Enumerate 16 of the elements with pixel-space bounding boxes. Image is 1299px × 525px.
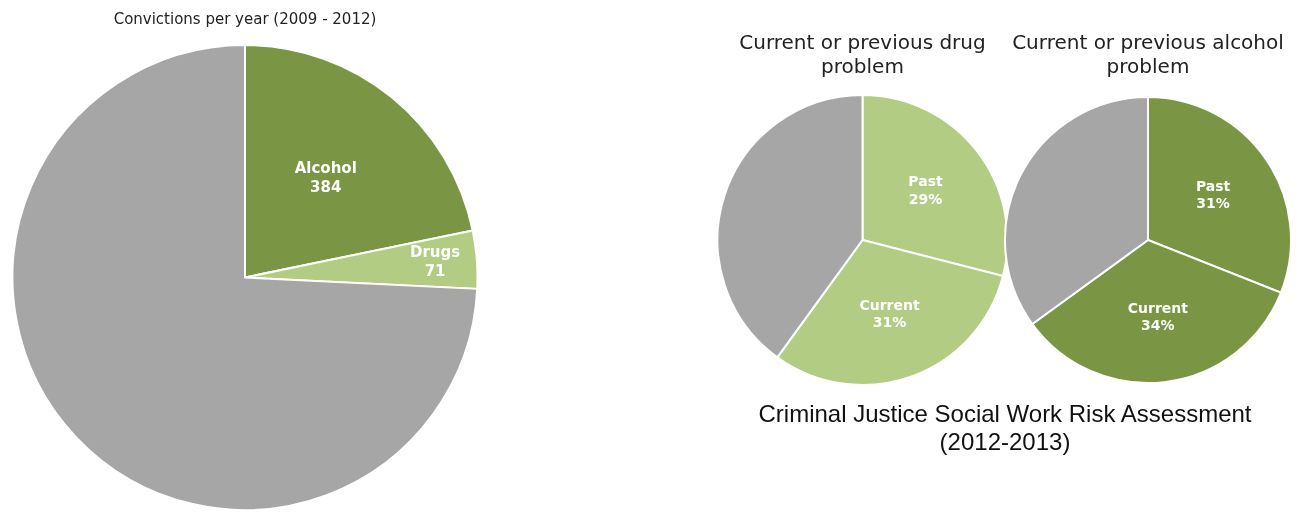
data-label: 31%	[872, 314, 907, 331]
slice-label: Drugs	[409, 243, 461, 262]
slice-label: Past	[1195, 177, 1231, 194]
chart-title: Current or previous drug problem	[739, 30, 986, 78]
slice-label: Current	[859, 296, 920, 313]
data-label: 384	[310, 177, 342, 196]
data-label: 71	[424, 262, 446, 281]
chart-title: Convictions per year (2009 - 2012)	[112, 10, 378, 30]
chart-title: Current or previous alcohol problem	[1011, 30, 1285, 80]
slice-label: Current	[1127, 299, 1189, 316]
data-label: 31%	[1196, 195, 1230, 212]
data-label: 29%	[908, 190, 943, 207]
text: Criminal Justice Social Work Risk Assessment (2012-2013)	[757, 400, 1253, 456]
data-label: 34%	[1141, 317, 1175, 334]
slice-label: Alcohol	[294, 158, 357, 177]
slice-label: Past	[908, 173, 943, 190]
